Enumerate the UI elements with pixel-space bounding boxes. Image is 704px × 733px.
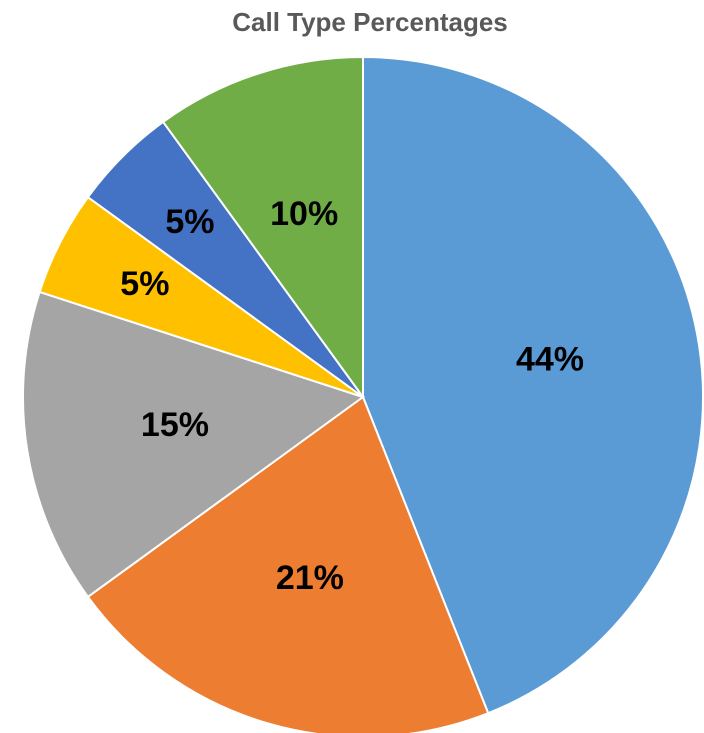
pie-slice xyxy=(362,55,704,715)
data-label: 15% xyxy=(141,406,209,444)
pie-slice xyxy=(161,55,364,401)
pie-slice xyxy=(86,395,490,733)
chart-title: Call Type Percentages xyxy=(232,7,508,37)
data-label: 44% xyxy=(516,340,584,378)
data-label: 10% xyxy=(270,195,338,233)
pie-slice xyxy=(22,290,366,599)
data-label: 21% xyxy=(276,559,344,597)
data-label: 5% xyxy=(120,265,169,303)
data-label: 5% xyxy=(165,203,214,241)
